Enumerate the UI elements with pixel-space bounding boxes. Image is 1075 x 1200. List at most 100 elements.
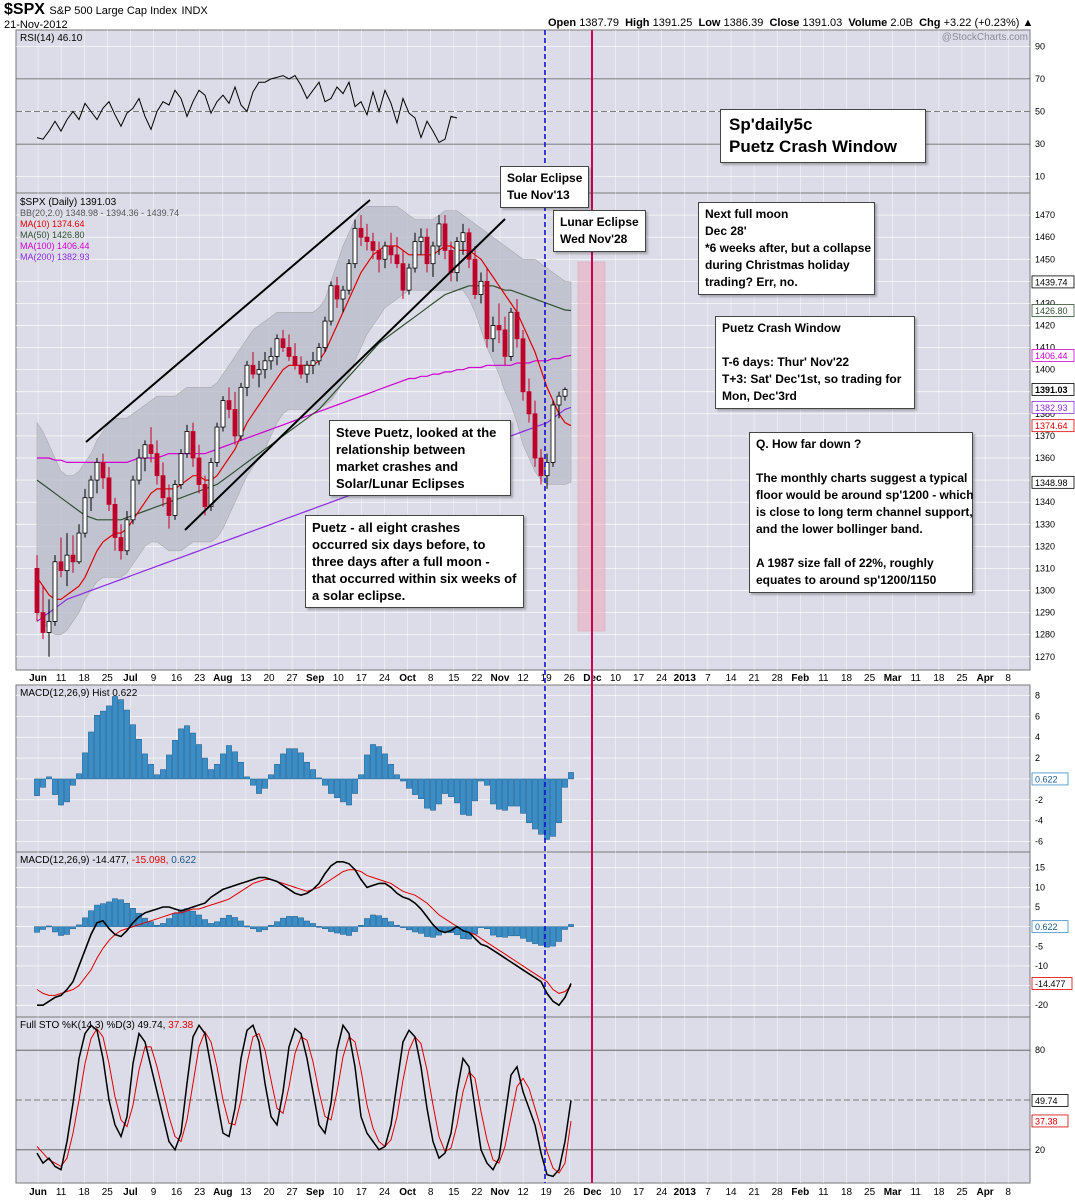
hist-bar xyxy=(256,778,262,794)
hist-bar xyxy=(166,754,172,780)
price-xtick-label: 24 xyxy=(379,673,391,684)
hist-bar xyxy=(442,778,448,794)
candle-body xyxy=(256,369,262,375)
hist-bar xyxy=(514,778,520,807)
hist-bar xyxy=(526,778,532,824)
howfar-line8: A 1987 size fall of 22%, roughly xyxy=(756,556,934,570)
price-ytick-label: 1460 xyxy=(1035,232,1055,242)
macd-hist-bar xyxy=(508,926,514,937)
lunar-eclipse-note: Lunar Eclipse Wed Nov'28 xyxy=(553,210,646,252)
macd-hist-bar xyxy=(334,926,340,934)
candle-body xyxy=(136,457,142,481)
price-xtick-label: 19 xyxy=(541,673,553,684)
index-name: S&P 500 Large Cap Index xyxy=(49,5,177,17)
price-axis-tag xyxy=(1031,383,1075,396)
price-xtick-label: 2013 xyxy=(674,673,697,684)
price-xtick-label: Aug xyxy=(213,673,232,684)
bottom-xtick-label: 9 xyxy=(151,1187,157,1198)
hist-bar xyxy=(322,778,328,786)
candle-body xyxy=(532,413,538,459)
candle-body xyxy=(202,484,208,507)
price-legend-item: BB(20,2.0) 1348.98 - 1394.36 - 1439.74 xyxy=(20,208,179,218)
hist-bar xyxy=(556,778,562,824)
price-ytick-label: 1270 xyxy=(1035,652,1055,662)
window-line1: Puetz Crash Window xyxy=(722,321,841,335)
macd-hist-bar xyxy=(64,926,70,935)
sto-legend-part: Full STO %K(14,3) %D(3) xyxy=(20,1020,138,1031)
hist-bar xyxy=(142,753,148,780)
macd-hist-bar xyxy=(172,913,178,927)
price-xtick-label: 17 xyxy=(356,673,368,684)
open-label: Open xyxy=(548,17,577,29)
hist-bar xyxy=(406,778,412,789)
macd-axis-tag xyxy=(1031,977,1073,990)
hist-bar xyxy=(334,778,340,798)
price-xtick-label: 14 xyxy=(725,673,737,684)
next-full-moon-note: Next full moon Dec 28' *6 weeks after, b… xyxy=(698,202,875,295)
title-line1: Sp'daily5c xyxy=(729,115,813,134)
candle-body xyxy=(292,356,298,366)
candle-body xyxy=(352,227,358,265)
hist-bar xyxy=(568,772,574,780)
macd-hist-bar xyxy=(556,926,562,942)
macd-hist-bar xyxy=(550,926,556,947)
macd-hist-bar xyxy=(382,917,388,927)
price-xtick-label: 21 xyxy=(749,673,761,684)
candle-body xyxy=(166,497,172,516)
hist-bar xyxy=(364,754,370,780)
candle-body xyxy=(142,444,148,459)
macd-hist-bar xyxy=(346,926,352,936)
hist-bar xyxy=(250,778,256,786)
macd-hist-bar xyxy=(232,917,238,927)
macd-hist-bar xyxy=(250,926,256,930)
macd-hist-bar xyxy=(160,923,166,927)
candle-body xyxy=(316,347,322,362)
price-legend-item: MA(10) 1374.64 xyxy=(20,219,85,229)
window-line3: T-6 days: Thur' Nov'22 xyxy=(722,355,850,369)
macd-legend-part: 0.622 xyxy=(171,855,196,866)
price-ytick-label: 1330 xyxy=(1035,519,1055,529)
hist-bar xyxy=(400,778,406,782)
macd-hist-bar xyxy=(370,914,376,927)
crashes-line1: Puetz - all eight crashes xyxy=(312,520,461,535)
macd-hist-bar xyxy=(502,926,508,938)
hist-bar xyxy=(190,732,196,780)
bottom-xtick-label: Mar xyxy=(884,1187,902,1198)
bottom-xtick-label: 20 xyxy=(263,1187,275,1198)
exchange: INDX xyxy=(181,5,208,17)
candle-body xyxy=(418,236,424,242)
bottom-xtick-label: 25 xyxy=(956,1187,968,1198)
candle-body xyxy=(244,364,250,388)
price-ytick-label: 1370 xyxy=(1035,431,1055,441)
hist-bar xyxy=(70,778,76,786)
macd-hist-axis-label: 0.622 xyxy=(1035,922,1058,932)
bottom-xtick-label: 17 xyxy=(356,1187,368,1198)
macd-hist-bar xyxy=(526,926,532,942)
chart-date: 21-Nov-2012 xyxy=(4,19,68,31)
bottom-xtick-label: 18 xyxy=(79,1187,91,1198)
hist-bar xyxy=(112,696,118,780)
hist-ytick-label: -6 xyxy=(1035,837,1043,847)
price-axis-tag xyxy=(1031,275,1075,289)
hist-bar xyxy=(52,778,58,795)
candle-body xyxy=(226,400,232,410)
macd-hist-bar xyxy=(76,924,82,927)
macd-ytick-label: -20 xyxy=(1035,1000,1048,1010)
macd-hist-bar xyxy=(40,926,46,930)
candle-body xyxy=(460,232,466,242)
candle-body xyxy=(100,462,106,479)
price-ytick-label: 1430 xyxy=(1035,298,1055,308)
hist-bar xyxy=(178,728,184,780)
hist-bar xyxy=(58,778,64,806)
macd-hist-bar xyxy=(352,926,358,932)
bottom-xtick-label: 7 xyxy=(705,1187,711,1198)
hist-bar xyxy=(328,778,334,794)
hist-bar xyxy=(268,774,274,780)
price-ytick-label: 1400 xyxy=(1035,365,1055,375)
rsi-ytick-label: 90 xyxy=(1035,41,1045,51)
macd-hist-bar xyxy=(316,926,322,928)
macd-hist-bar xyxy=(298,917,304,927)
howfar-line9: equates to around sp'1200/1150 xyxy=(756,573,937,587)
volume-label: Volume xyxy=(848,17,888,29)
macd-hist-bar xyxy=(364,918,370,927)
